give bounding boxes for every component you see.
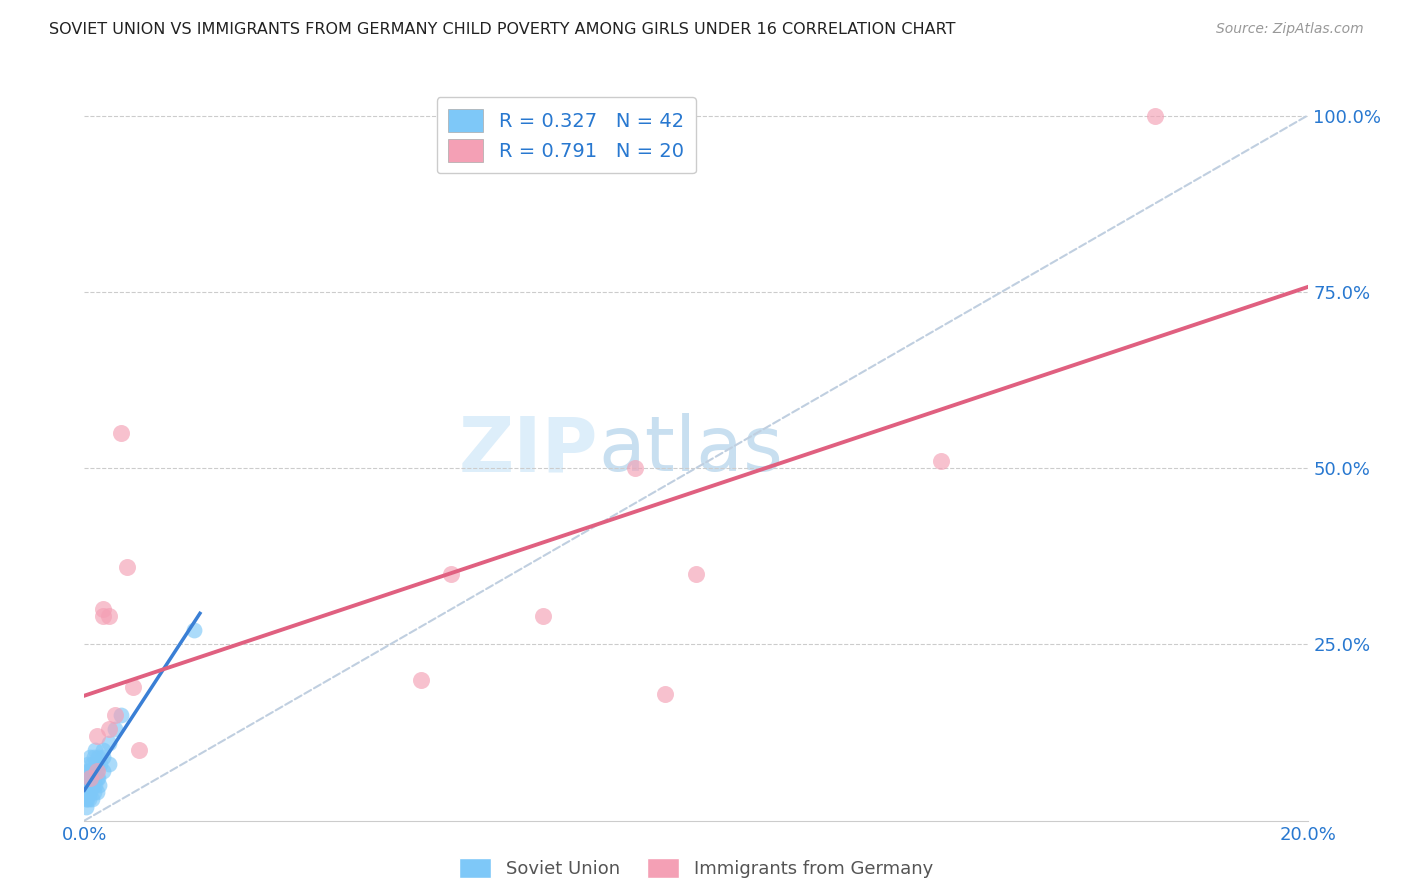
Point <box>86 757 108 772</box>
Point <box>115 559 138 574</box>
Point <box>87 772 110 786</box>
Point <box>87 750 110 764</box>
Point <box>77 785 100 799</box>
Point <box>929 454 952 468</box>
Point <box>83 785 105 799</box>
Point <box>80 757 103 772</box>
Point <box>110 707 132 722</box>
Point <box>75 799 97 814</box>
Point <box>77 772 100 786</box>
Point <box>82 778 104 792</box>
Point <box>76 785 98 799</box>
Point <box>86 764 108 779</box>
Point <box>97 757 120 772</box>
Point <box>86 729 108 743</box>
Point <box>80 792 103 806</box>
Point <box>128 743 150 757</box>
Point <box>76 764 98 779</box>
Text: ZIP: ZIP <box>458 414 598 487</box>
Point <box>77 764 100 779</box>
Point <box>91 609 114 624</box>
Point <box>86 785 108 799</box>
Point <box>83 772 105 786</box>
Point <box>84 778 107 792</box>
Text: SOVIET UNION VS IMMIGRANTS FROM GERMANY CHILD POVERTY AMONG GIRLS UNDER 16 CORRE: SOVIET UNION VS IMMIGRANTS FROM GERMANY … <box>49 22 956 37</box>
Point <box>97 609 120 624</box>
Point <box>87 778 110 792</box>
Point <box>110 425 132 440</box>
Point <box>75 778 97 792</box>
Point <box>91 764 114 779</box>
Point <box>77 757 100 772</box>
Point <box>91 602 114 616</box>
Point <box>409 673 432 687</box>
Point <box>89 757 111 772</box>
Point <box>79 772 101 786</box>
Point <box>654 687 676 701</box>
Point <box>97 736 120 750</box>
Point <box>122 680 145 694</box>
Point <box>79 750 101 764</box>
Point <box>685 566 707 581</box>
Point <box>77 792 100 806</box>
Point <box>79 785 101 799</box>
Point <box>83 743 105 757</box>
Point <box>86 772 108 786</box>
Point <box>104 722 127 736</box>
Text: atlas: atlas <box>598 414 783 487</box>
Point <box>104 707 127 722</box>
Legend: Soviet Union, Immigrants from Germany: Soviet Union, Immigrants from Germany <box>451 850 941 886</box>
Point <box>82 764 104 779</box>
Point <box>76 772 98 786</box>
Point <box>76 792 98 806</box>
Point <box>531 609 554 624</box>
Point <box>79 778 101 792</box>
Point <box>91 750 114 764</box>
Point <box>91 743 114 757</box>
Point <box>624 461 647 475</box>
Point <box>1143 109 1166 123</box>
Point <box>79 772 101 786</box>
Point <box>183 624 205 638</box>
Point <box>75 792 97 806</box>
Point <box>77 778 100 792</box>
Text: Source: ZipAtlas.com: Source: ZipAtlas.com <box>1216 22 1364 37</box>
Point <box>97 722 120 736</box>
Point <box>83 750 105 764</box>
Point <box>86 764 108 779</box>
Point <box>440 566 463 581</box>
